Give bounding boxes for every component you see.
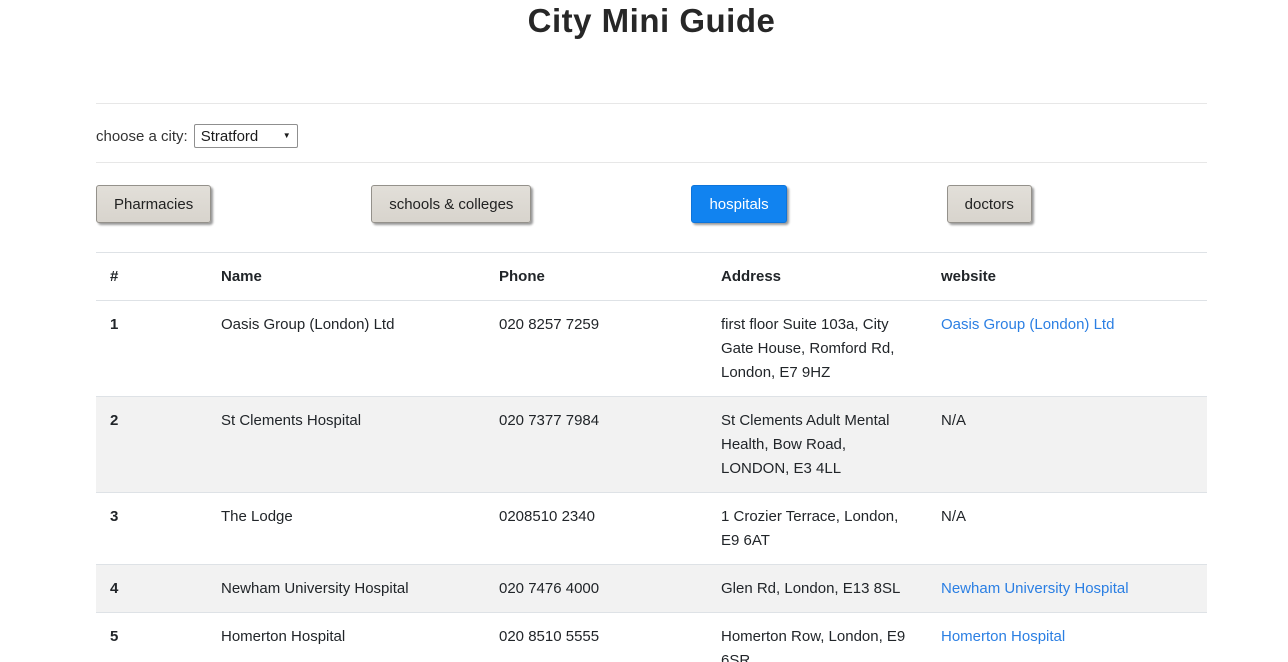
category-button[interactable]: schools & colleges bbox=[371, 185, 532, 223]
divider-top bbox=[96, 103, 1207, 104]
hospital-website-cell: N/A bbox=[927, 492, 1207, 565]
hospital-phone: 020 8510 5555 bbox=[485, 612, 707, 662]
col-header-address: Address bbox=[707, 252, 927, 301]
city-selector-row: choose a city: Stratford ▼ bbox=[96, 124, 1207, 148]
hospital-website-link[interactable]: Oasis Group (London) Ltd bbox=[941, 316, 1115, 333]
hospital-website-link: N/A bbox=[941, 412, 967, 429]
hospital-name: Newham University Hospital bbox=[207, 564, 485, 613]
category-button[interactable]: doctors bbox=[946, 185, 1032, 223]
hospital-name: St Clements Hospital bbox=[207, 396, 485, 493]
hospital-address: St Clements Adult Mental Health, Bow Roa… bbox=[707, 396, 927, 493]
hospital-website-cell: N/A bbox=[927, 396, 1207, 493]
table-row: 2 St Clements Hospital 020 7377 7984 St … bbox=[96, 396, 1207, 493]
row-number: 4 bbox=[96, 564, 207, 613]
hospital-website-cell: Oasis Group (London) Ltd bbox=[927, 300, 1207, 397]
category-button[interactable]: hospitals bbox=[691, 185, 787, 223]
hospital-address: Homerton Row, London, E9 6SR bbox=[707, 612, 927, 662]
col-header-website: website bbox=[927, 252, 1207, 301]
hospital-name: Homerton Hospital bbox=[207, 612, 485, 662]
table-row: 1 Oasis Group (London) Ltd 020 8257 7259… bbox=[96, 300, 1207, 397]
hospital-address: Glen Rd, London, E13 8SL bbox=[707, 564, 927, 613]
hospital-website-link: N/A bbox=[941, 508, 967, 525]
row-number: 3 bbox=[96, 492, 207, 565]
hospital-address: 1 Crozier Terrace, London, E9 6AT bbox=[707, 492, 927, 565]
category-button[interactable]: Pharmacies bbox=[96, 185, 212, 223]
table-row: 3 The Lodge 0208510 2340 1 Crozier Terra… bbox=[96, 492, 1207, 565]
col-header-phone: Phone bbox=[485, 252, 707, 301]
table-row: 4 Newham University Hospital 020 7476 40… bbox=[96, 564, 1207, 613]
hospital-website-cell: Newham University Hospital bbox=[927, 564, 1207, 613]
hospital-website-link[interactable]: Newham University Hospital bbox=[941, 580, 1129, 597]
col-header-num: # bbox=[96, 252, 207, 301]
hospital-website-cell: Homerton Hospital bbox=[927, 612, 1207, 662]
divider-mid bbox=[96, 162, 1207, 163]
hospital-name: The Lodge bbox=[207, 492, 485, 565]
category-button-row: Pharmacies schools & colleges hospitals … bbox=[96, 185, 1207, 223]
table-header: # Name Phone Address website bbox=[96, 252, 1207, 301]
col-header-name: Name bbox=[207, 252, 485, 301]
hospital-phone: 020 8257 7259 bbox=[485, 300, 707, 397]
row-number: 5 bbox=[96, 612, 207, 662]
hospital-address: first floor Suite 103a, City Gate House,… bbox=[707, 300, 927, 397]
hospital-website-link[interactable]: Homerton Hospital bbox=[941, 628, 1066, 645]
city-select-label: choose a city: bbox=[96, 127, 188, 145]
hospital-phone: 020 7377 7984 bbox=[485, 396, 707, 493]
row-number: 2 bbox=[96, 396, 207, 493]
page-content: City Mini Guide choose a city: Stratford… bbox=[96, 0, 1207, 662]
table-body: 1 Oasis Group (London) Ltd 020 8257 7259… bbox=[96, 300, 1207, 662]
table-row: 5 Homerton Hospital 020 8510 5555 Homert… bbox=[96, 612, 1207, 662]
page-title: City Mini Guide bbox=[527, 2, 776, 39]
city-select-wrap: Stratford ▼ bbox=[193, 124, 298, 148]
hospital-phone: 020 7476 4000 bbox=[485, 564, 707, 613]
city-select[interactable]: Stratford bbox=[193, 124, 298, 148]
hospital-name: Oasis Group (London) Ltd bbox=[207, 300, 485, 397]
hospitals-table: # Name Phone Address website 1 Oasis Gro… bbox=[96, 252, 1207, 662]
row-number: 1 bbox=[96, 300, 207, 397]
hospital-phone: 0208510 2340 bbox=[485, 492, 707, 565]
